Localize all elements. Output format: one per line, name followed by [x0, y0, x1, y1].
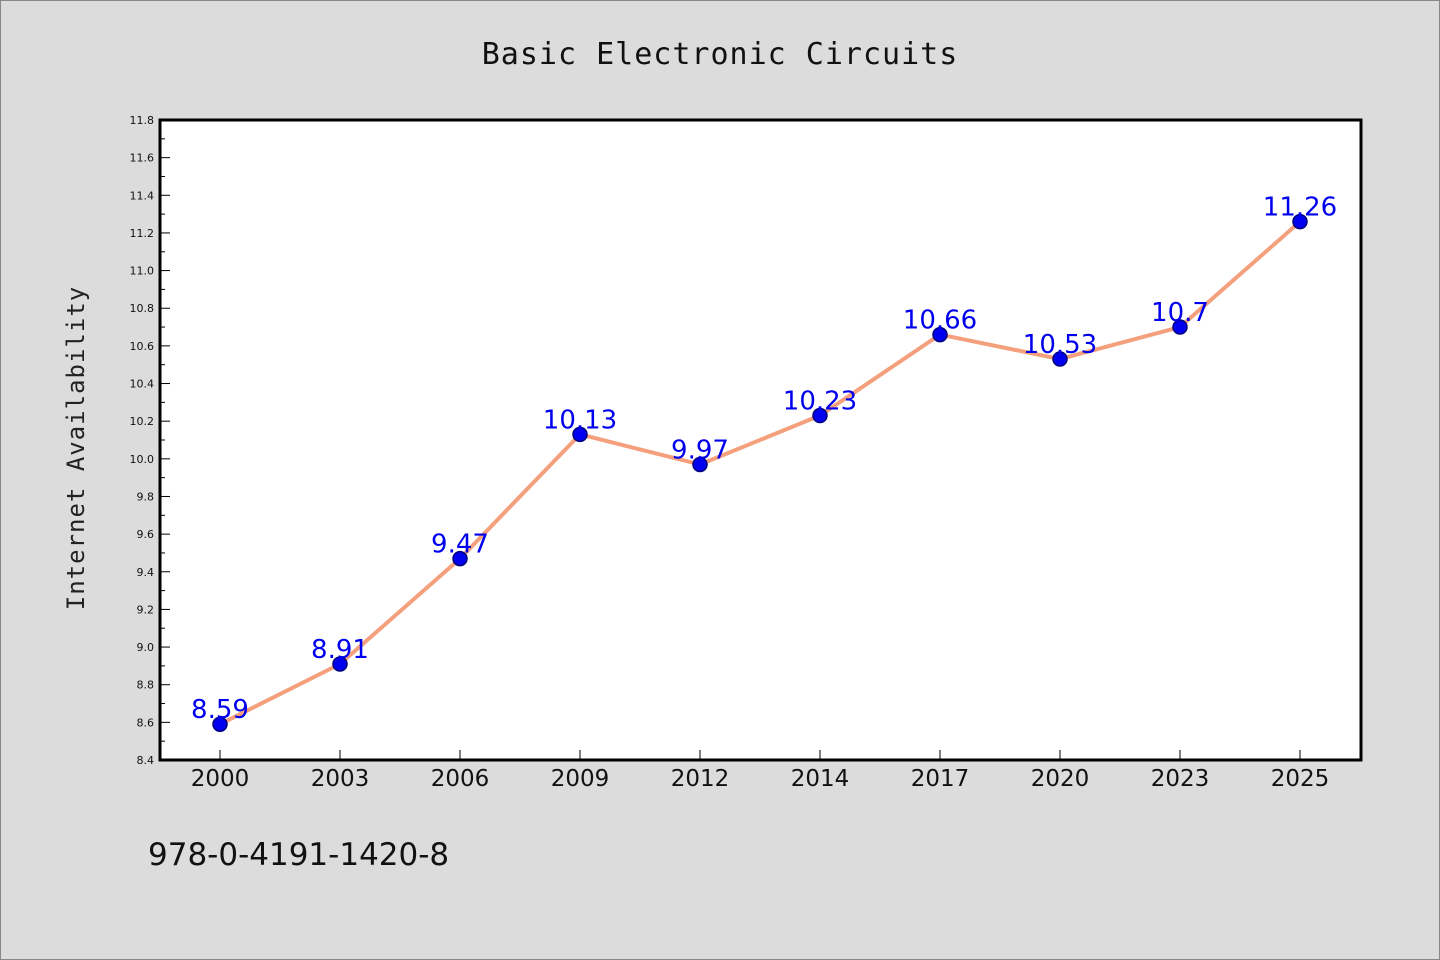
y-tick-label: 8.8	[137, 679, 155, 692]
plot-border	[158, 118, 1363, 762]
y-axis-label: Internet Availability	[62, 286, 90, 610]
y-tick-label: 10.6	[130, 340, 155, 353]
data-label: 10.7	[1151, 298, 1209, 328]
y-tick-label: 9.8	[137, 490, 155, 503]
x-tick-label: 2023	[1151, 766, 1210, 792]
data-label: 10.66	[903, 306, 977, 336]
x-axis-ticks: 2000 2003 2006 2009 2012 2014 2017 2020 2023 2025	[191, 750, 1330, 792]
data-label: 8.59	[191, 695, 249, 725]
y-tick-label: 11.0	[130, 265, 155, 278]
data-label: 11.26	[1263, 193, 1337, 223]
y-axis-ticks: 8.4 8.6 8.8 9.0 9.2 9.4 9.6 9.8 10.0 10.2 10.4 10.6…	[130, 114, 170, 767]
x-tick-label: 2017	[911, 766, 970, 792]
y-tick-label: 9.4	[137, 566, 155, 579]
y-tick-label: 8.4	[137, 754, 155, 767]
y-tick-label: 9.6	[137, 528, 155, 541]
series-line	[218, 219, 1302, 727]
data-point	[932, 326, 948, 343]
data-point	[572, 426, 588, 443]
y-tick-label: 11.2	[130, 227, 155, 240]
y-tick-label: 9.2	[137, 603, 155, 616]
x-tick-label: 2003	[311, 766, 370, 792]
data-point	[332, 656, 348, 672]
x-tick-label: 2000	[191, 766, 250, 792]
y-tick-label: 11.8	[130, 114, 155, 127]
y-tick-label: 10.2	[130, 415, 155, 428]
data-point	[812, 407, 828, 424]
x-tick-label: 2020	[1031, 766, 1090, 792]
y-tick-label: 11.4	[130, 189, 155, 202]
data-label: 10.23	[783, 387, 857, 417]
data-label: 9.47	[431, 530, 489, 560]
data-label: 10.53	[1023, 330, 1097, 360]
y-tick-label: 10.4	[130, 378, 155, 391]
x-tick-label: 2006	[431, 766, 490, 792]
data-point	[692, 456, 708, 473]
data-point	[1292, 213, 1308, 230]
chart-title: Basic Electronic Circuits	[482, 37, 959, 72]
y-tick-label: 10.8	[130, 302, 155, 315]
data-label: 10.13	[543, 405, 617, 435]
data-markers	[212, 213, 1308, 732]
data-labels: 8.59 8.91 9.47 10.13 9.97 10.23 10.66 10.53 10.7…	[191, 193, 1337, 726]
x-tick-label: 2012	[671, 766, 730, 792]
y-tick-label: 10.0	[130, 453, 155, 466]
x-tick-label: 2014	[791, 766, 850, 792]
x-tick-label: 2025	[1271, 766, 1330, 792]
data-label: 9.97	[671, 435, 729, 465]
data-point	[452, 550, 468, 567]
y-tick-label: 8.6	[137, 716, 155, 729]
data-point	[1052, 351, 1068, 367]
y-tick-label: 9.0	[137, 641, 155, 654]
x-tick-label: 2009	[551, 766, 610, 792]
isbn-footer: 978-0-4191-1420-8	[148, 837, 449, 873]
data-point	[1172, 319, 1188, 335]
data-label: 8.91	[311, 635, 369, 665]
data-point	[212, 716, 228, 732]
y-tick-label: 11.6	[130, 152, 155, 165]
